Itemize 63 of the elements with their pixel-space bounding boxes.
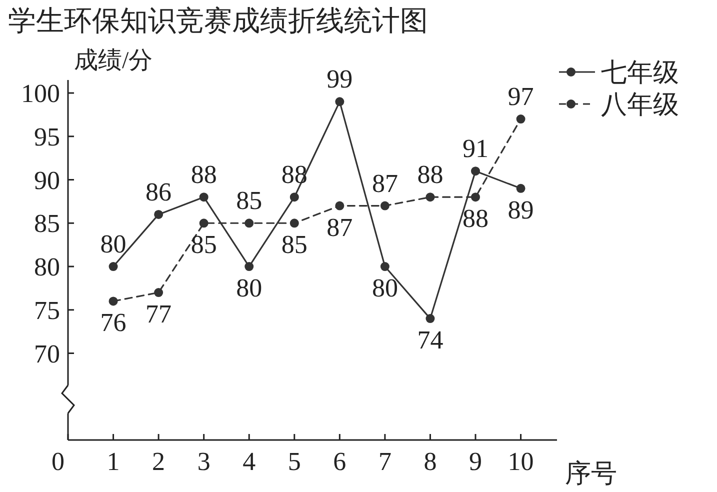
point — [244, 218, 254, 228]
data-label: 80 — [100, 230, 126, 259]
point — [199, 192, 208, 202]
data-label: 80 — [372, 274, 398, 303]
legend-label: 七年级 — [601, 58, 679, 87]
data-label: 85 — [190, 230, 217, 260]
point — [335, 201, 344, 210]
data-label: 85 — [236, 186, 262, 216]
point — [426, 192, 435, 202]
data-label: 99 — [326, 64, 353, 94]
y-tick-label: 100 — [21, 79, 60, 108]
chart-title: 学生环保知识竞赛成绩折线统计图 — [8, 6, 428, 37]
data-label: 88 — [462, 204, 488, 234]
point — [516, 114, 526, 124]
point — [199, 218, 208, 228]
point — [154, 288, 164, 298]
data-label: 77 — [146, 300, 172, 329]
y-tick-label: 70 — [34, 339, 60, 368]
data-label: 80 — [236, 274, 262, 303]
point — [471, 166, 480, 176]
data-label: 97 — [508, 82, 534, 112]
data-label: 88 — [190, 160, 217, 190]
y-axis-title: 成绩/分 — [74, 48, 153, 74]
y-tick-label: 80 — [34, 252, 60, 282]
x-tick-label: 2 — [152, 447, 166, 476]
point — [471, 192, 480, 202]
y-tick-label: 90 — [34, 166, 60, 195]
y-tick-label: 95 — [34, 122, 60, 152]
data-label: 85 — [281, 230, 308, 260]
point — [290, 192, 299, 202]
data-label: 74 — [417, 326, 444, 355]
data-label: 88 — [281, 160, 308, 190]
x-tick-label: 6 — [333, 447, 346, 476]
x-tick-label: 8 — [424, 447, 437, 476]
legend-label: 八年级 — [601, 90, 679, 119]
x-tick-label: 0 — [52, 447, 64, 476]
x-tick-label: 1 — [106, 447, 120, 476]
y-tick-label: 75 — [34, 296, 60, 325]
x-axis-title: 序号 — [565, 459, 617, 488]
x-tick-label: 10 — [508, 447, 534, 476]
point — [108, 262, 118, 272]
x-tick-label: 4 — [242, 447, 256, 476]
point — [154, 210, 164, 219]
point — [380, 262, 390, 272]
point — [380, 201, 390, 210]
data-label: 88 — [417, 160, 444, 190]
data-label: 87 — [326, 212, 353, 242]
x-tick-label: 7 — [378, 447, 392, 476]
data-label: 91 — [462, 134, 488, 164]
x-tick-label: 5 — [288, 447, 301, 476]
x-tick-label: 9 — [469, 447, 482, 476]
point — [108, 296, 118, 306]
point — [290, 218, 299, 228]
y-tick-label: 85 — [34, 209, 60, 238]
point — [426, 314, 435, 324]
point — [516, 184, 526, 193]
point — [335, 97, 344, 106]
data-label: 76 — [100, 308, 126, 338]
data-label: 89 — [508, 195, 534, 224]
data-label: 86 — [146, 177, 172, 206]
data-label: 87 — [372, 168, 398, 198]
point — [244, 262, 254, 272]
x-tick-label: 3 — [197, 447, 210, 476]
